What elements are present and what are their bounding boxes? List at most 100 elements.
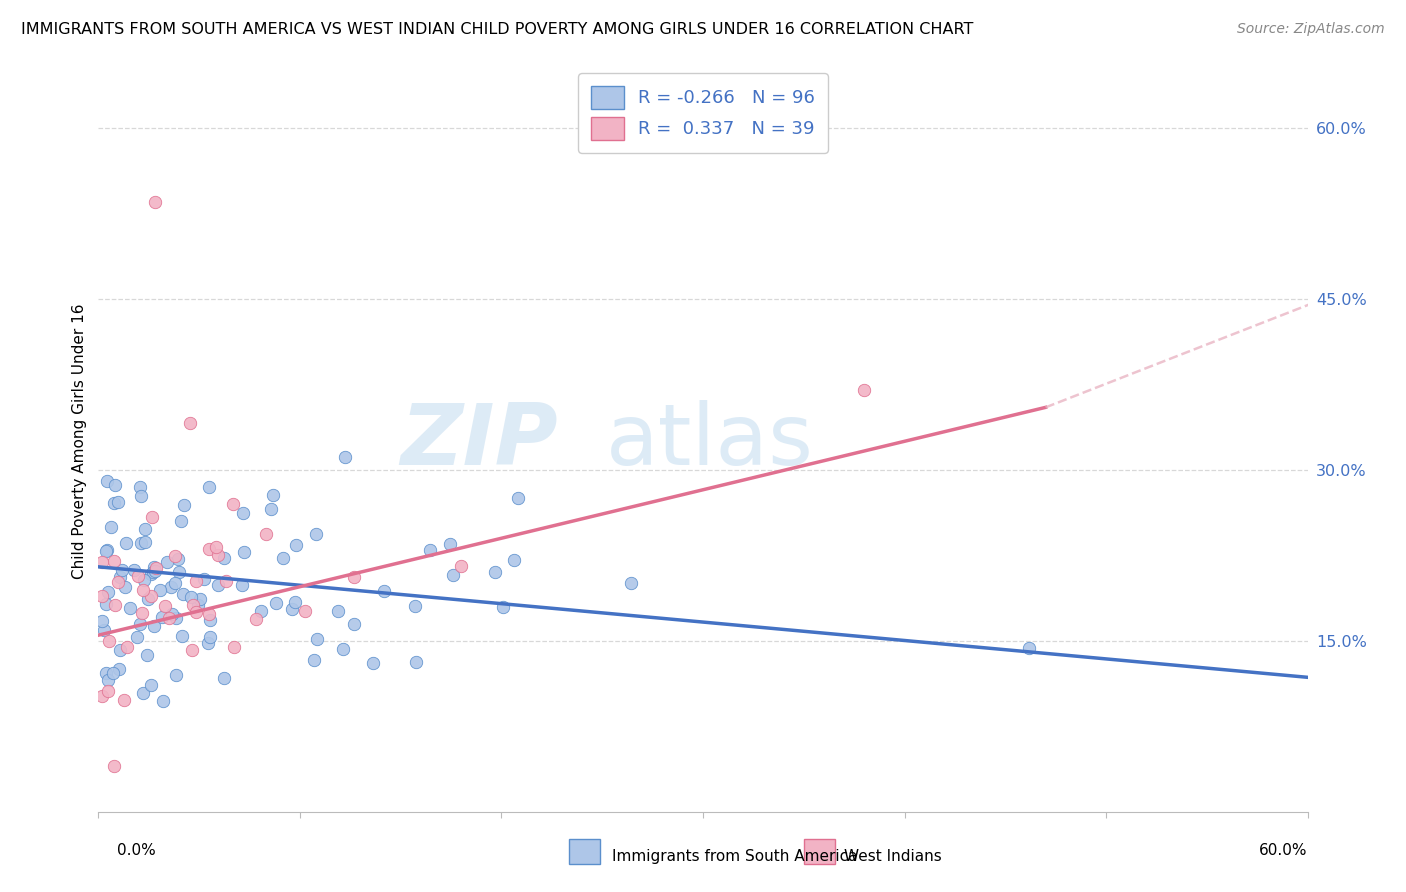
Point [103, 554, 125, 568]
Point [307, 632, 329, 646]
Point [150, 610, 173, 624]
Point [245, 612, 267, 626]
Point [361, 656, 384, 670]
Point [131, 606, 153, 620]
Point [160, 607, 183, 622]
Point [98, 634, 121, 648]
Point [165, 610, 187, 624]
Point [197, 541, 219, 556]
Point [333, 450, 356, 465]
Point [215, 574, 238, 588]
Point [114, 536, 136, 550]
Point [143, 560, 166, 574]
Point [129, 617, 152, 632]
Text: Immigrants from South America: Immigrants from South America [612, 849, 858, 863]
Point [187, 598, 209, 612]
Point [167, 551, 190, 566]
Point [233, 545, 256, 559]
Point [193, 572, 215, 586]
Point [107, 495, 129, 509]
Point [190, 591, 212, 606]
Point [152, 693, 174, 707]
Point [97, 684, 120, 698]
Point [129, 489, 152, 503]
Point [254, 527, 277, 541]
Point [96, 543, 118, 558]
Point [1018, 641, 1040, 656]
Point [492, 600, 515, 615]
Bar [569, 839, 600, 864]
Point [122, 562, 145, 576]
Point [250, 604, 273, 618]
Point [157, 611, 180, 625]
Point [159, 580, 181, 594]
Point [439, 537, 461, 551]
Point [153, 599, 176, 613]
Point [94, 597, 117, 611]
Point [302, 653, 325, 667]
Bar [804, 839, 835, 864]
Text: 60.0%: 60.0% [1260, 843, 1308, 858]
Point [170, 514, 193, 528]
Point [132, 686, 155, 700]
Point [127, 630, 149, 644]
Point [97, 673, 120, 687]
Text: ZIP: ZIP [401, 400, 558, 483]
Point [172, 587, 194, 601]
Point [110, 643, 132, 657]
Point [207, 548, 229, 562]
Point [281, 602, 304, 616]
Point [186, 574, 208, 588]
Point [129, 536, 152, 550]
Point [205, 540, 228, 554]
Point [104, 477, 127, 491]
Point [143, 195, 166, 210]
Point [136, 648, 159, 662]
Point [285, 538, 308, 552]
Point [134, 573, 156, 587]
Point [197, 480, 219, 494]
Text: atlas: atlas [606, 400, 814, 483]
Point [212, 671, 235, 685]
Point [180, 590, 202, 604]
Point [142, 566, 165, 580]
Point [853, 384, 876, 398]
Point [103, 665, 125, 680]
Point [207, 577, 229, 591]
Point [173, 498, 195, 512]
Point [108, 570, 131, 584]
Point [103, 495, 125, 509]
Point [149, 582, 172, 597]
Point [262, 488, 284, 502]
Point [326, 604, 349, 618]
Point [141, 567, 163, 582]
Point [502, 552, 524, 566]
Point [508, 491, 530, 505]
Point [373, 584, 395, 599]
Point [91, 556, 114, 570]
Point [198, 613, 221, 627]
Point [181, 643, 204, 657]
Point [143, 618, 166, 632]
Point [143, 565, 166, 579]
Text: Source: ZipAtlas.com: Source: ZipAtlas.com [1237, 22, 1385, 37]
Point [136, 591, 159, 606]
Point [115, 640, 138, 655]
Point [484, 566, 506, 580]
Point [107, 574, 129, 589]
Point [450, 558, 472, 573]
Point [165, 575, 187, 590]
Point [222, 497, 245, 511]
Point [165, 549, 187, 563]
Point [100, 520, 122, 534]
Text: IMMIGRANTS FROM SOUTH AMERICA VS WEST INDIAN CHILD POVERTY AMONG GIRLS UNDER 16 : IMMIGRANTS FROM SOUTH AMERICA VS WEST IN… [21, 22, 973, 37]
Point [165, 668, 187, 682]
Point [127, 568, 149, 582]
Point [96, 474, 118, 488]
Point [231, 578, 253, 592]
Point [419, 543, 441, 558]
Point [197, 607, 219, 622]
Point [405, 656, 427, 670]
Point [97, 584, 120, 599]
Point [170, 629, 193, 643]
